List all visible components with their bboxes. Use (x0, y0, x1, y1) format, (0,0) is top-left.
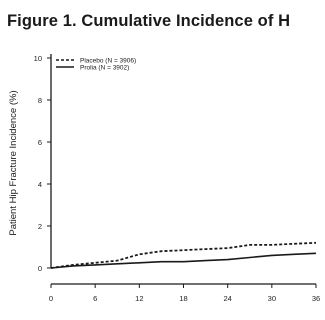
y-axis-title: Patient Hip Fracture Incidence (%) (8, 90, 19, 235)
x-tick-label: 12 (135, 294, 143, 303)
y-tick-label: 4 (38, 180, 42, 189)
x-tick-label: 30 (268, 294, 276, 303)
y-tick-label: 0 (38, 264, 42, 273)
legend-label-placebo: Placebo (N = 3906) (80, 58, 136, 65)
legend-label-prolia: Prolia (N = 3902) (80, 65, 129, 72)
x-tick-label: 36 (312, 294, 320, 303)
y-tick-label: 2 (38, 222, 42, 231)
figure-title: Figure 1. Cumulative Incidence of H (7, 12, 291, 30)
x-tick-label: 24 (223, 294, 231, 303)
y-tick-label: 8 (38, 96, 42, 105)
y-tick-label: 6 (38, 138, 42, 147)
x-tick-label: 6 (93, 294, 97, 303)
y-tick-label: 10 (34, 54, 42, 63)
series-line-prolia (50, 252, 317, 269)
series-line-placebo (50, 241, 317, 269)
x-tick-label: 18 (179, 294, 187, 303)
x-tick-label: 0 (49, 294, 53, 303)
